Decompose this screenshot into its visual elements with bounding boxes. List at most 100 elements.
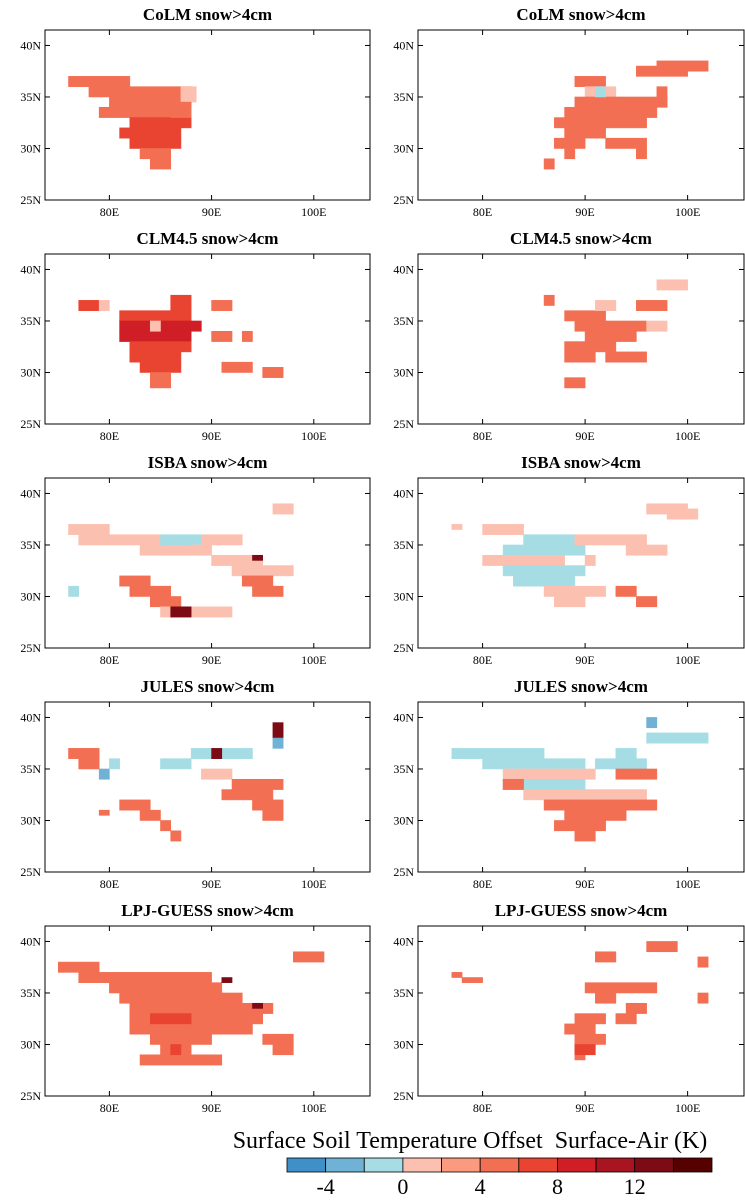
cell (636, 300, 668, 311)
cell (502, 768, 596, 780)
cell (697, 956, 709, 968)
cell (605, 351, 647, 363)
cell (543, 158, 555, 170)
y-tick-label: 40N (20, 486, 41, 500)
cell (584, 982, 658, 994)
cell (482, 524, 524, 535)
x-tick-label: 80E (100, 877, 119, 891)
cell (595, 86, 606, 98)
cell (221, 361, 253, 373)
plot-frame (417, 701, 745, 873)
y-tick-label: 30N (20, 813, 41, 827)
cell (262, 1033, 294, 1045)
x-tick-label: 90E (575, 1101, 594, 1115)
panel-title: LPJ-GUESS snow>4cm (495, 901, 668, 920)
colorbar-tick-label: -4 (316, 1174, 334, 1199)
panel-title: CLM4.5 snow>4cm (137, 229, 279, 248)
cell (119, 799, 151, 811)
y-tick-label: 40N (20, 262, 41, 276)
y-tick-label: 30N (20, 141, 41, 155)
y-tick-label: 30N (20, 365, 41, 379)
cell (584, 330, 637, 342)
colorbar-box (325, 1157, 365, 1173)
cell (190, 544, 212, 556)
cell (574, 1033, 606, 1045)
cell (636, 148, 647, 160)
cell (697, 992, 709, 1004)
cell (78, 534, 161, 546)
panel-title: ISBA snow>4cm (521, 453, 641, 472)
cell (139, 148, 172, 160)
cell (272, 1044, 294, 1056)
cell (98, 106, 120, 118)
cell (451, 972, 463, 978)
y-tick-label: 25N (20, 193, 41, 207)
cell (201, 534, 243, 546)
cell (252, 585, 284, 597)
x-tick-label: 90E (202, 205, 221, 219)
y-tick-label: 40N (20, 710, 41, 724)
x-tick-label: 100E (675, 653, 700, 667)
cell (564, 310, 606, 322)
cell (129, 1023, 253, 1035)
cell (564, 1023, 596, 1035)
x-tick-label: 80E (100, 205, 119, 219)
cell (482, 554, 565, 566)
cell (109, 982, 223, 994)
cell (615, 748, 637, 759)
cell (574, 76, 606, 87)
cell (564, 127, 606, 139)
y-tick-label: 25N (393, 193, 414, 207)
cell (615, 585, 637, 597)
cell (595, 758, 647, 770)
colorbar-box (402, 1157, 442, 1173)
cell (293, 951, 325, 963)
cell (149, 320, 161, 332)
cell (119, 330, 192, 342)
y-tick-label: 35N (393, 90, 414, 104)
colorbar-box (286, 1157, 327, 1173)
cell (451, 524, 463, 530)
colorbar-box (518, 1157, 558, 1173)
x-tick-label: 90E (202, 653, 221, 667)
x-tick-label: 80E (473, 429, 492, 443)
colorbar-box (441, 1157, 481, 1173)
cell (129, 351, 182, 363)
y-tick-label: 25N (393, 417, 414, 431)
x-tick-label: 90E (575, 877, 594, 891)
y-tick-label: 30N (393, 365, 414, 379)
y-tick-label: 25N (20, 417, 41, 431)
cell (605, 137, 647, 149)
y-tick-label: 40N (20, 934, 41, 948)
y-tick-label: 25N (20, 1089, 41, 1103)
cell (149, 1013, 192, 1025)
x-tick-label: 90E (575, 653, 594, 667)
cell (57, 961, 100, 973)
cell (109, 758, 120, 770)
cell (78, 972, 212, 983)
cell (170, 1044, 182, 1056)
y-tick-label: 35N (393, 986, 414, 1000)
cell (231, 565, 294, 577)
y-tick-label: 40N (393, 486, 414, 500)
cell (543, 799, 658, 811)
cell (615, 1013, 637, 1025)
plot-frame (44, 253, 371, 425)
cell (656, 279, 688, 291)
panel-title: LPJ-GUESS snow>4cm (121, 901, 294, 920)
cell (119, 575, 151, 587)
cell (554, 137, 586, 149)
colorbar-title: Surface Soil Temperature Offset Surface-… (233, 1128, 708, 1154)
y-tick-label: 40N (393, 38, 414, 52)
y-tick-label: 30N (393, 141, 414, 155)
y-tick-label: 35N (393, 314, 414, 328)
x-tick-label: 100E (675, 429, 700, 443)
cell (543, 294, 555, 306)
cell (139, 809, 161, 821)
cell (139, 544, 192, 556)
cell (656, 86, 668, 108)
cell (241, 575, 274, 587)
y-tick-label: 35N (20, 314, 41, 328)
y-tick-label: 35N (20, 986, 41, 1000)
